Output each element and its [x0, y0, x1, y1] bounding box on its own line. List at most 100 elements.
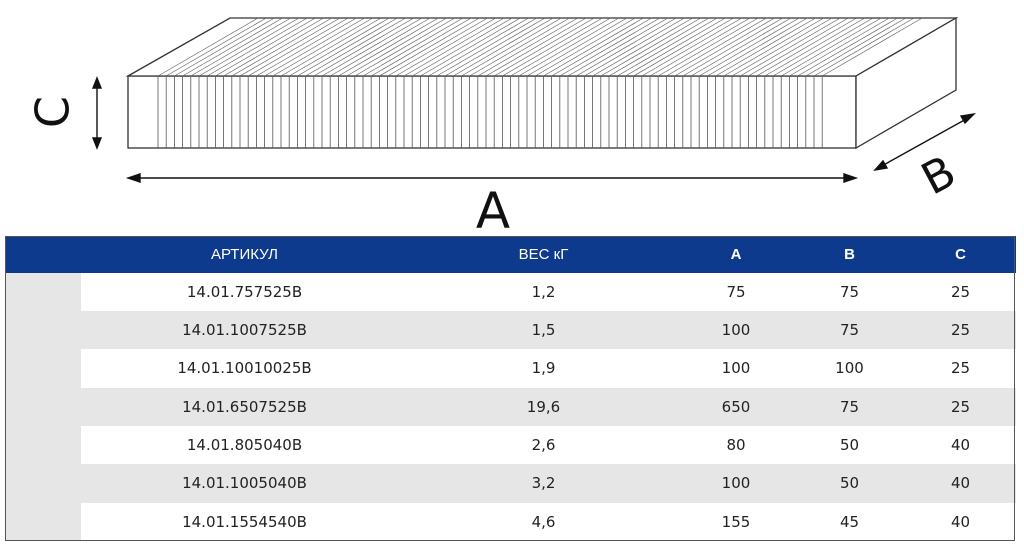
fin-line	[453, 17, 554, 77]
fin-line	[248, 17, 349, 77]
fin-line	[805, 17, 906, 77]
fin-line	[289, 17, 390, 77]
fin-line	[477, 17, 578, 77]
cell-weight: 1,5	[408, 310, 679, 350]
fin-line	[469, 17, 570, 77]
cell-b: 50	[793, 425, 906, 465]
fin-line	[789, 17, 890, 77]
fin-line	[174, 17, 275, 77]
cell-article: 14.01.6507525B	[80, 387, 409, 426]
fin-line	[198, 17, 300, 77]
cell-weight: 2,6	[408, 425, 679, 465]
fin-line	[658, 17, 759, 77]
fin-line	[207, 17, 308, 77]
fin-line	[707, 17, 808, 77]
fin-line	[715, 17, 816, 77]
dimension-a-arrow	[125, 173, 859, 183]
fin-line	[666, 17, 767, 77]
cell-a: 650	[678, 387, 794, 426]
header-spacer	[5, 236, 81, 273]
cell-article: 14.01.1007525B	[80, 310, 409, 350]
fin-line	[280, 17, 382, 77]
fin-line	[551, 17, 652, 77]
cell-b: 75	[793, 310, 906, 350]
fin-line	[682, 17, 783, 77]
fin-line	[748, 17, 849, 77]
cell-article: 14.01.757525B	[80, 272, 409, 311]
dimension-c-arrow	[91, 76, 103, 150]
cell-b: 75	[793, 387, 906, 426]
fin-line	[690, 17, 792, 77]
cell-a: 80	[678, 425, 794, 465]
fin-line	[649, 17, 751, 77]
fin-line	[272, 17, 373, 77]
fin-line	[395, 17, 496, 77]
table-header-row: АРТИКУЛ ВЕС кГ A B C	[5, 236, 1016, 273]
fin-line	[625, 17, 726, 77]
fin-line	[157, 17, 259, 77]
fin-line	[567, 17, 669, 77]
cell-b: 50	[793, 464, 906, 503]
fin-line	[403, 17, 505, 77]
fin-line	[502, 17, 603, 77]
fin-line	[608, 17, 710, 77]
fin-line	[723, 17, 824, 77]
fin-line	[576, 17, 677, 77]
fin-line	[781, 17, 882, 77]
fin-line	[436, 17, 537, 77]
fin-line	[371, 17, 472, 77]
dimension-a-label: A	[476, 182, 510, 236]
fin-line	[559, 17, 660, 77]
fin-line	[633, 17, 734, 77]
cell-c: 25	[905, 310, 1016, 350]
table-row: 14.01.10010025B 1,9 100 100 25	[6, 349, 1016, 388]
fin-line	[764, 17, 865, 77]
cell-c: 25	[905, 387, 1016, 426]
cell-article: 14.01.1005040B	[80, 464, 409, 503]
cell-a: 100	[678, 310, 794, 350]
fin-line	[239, 17, 341, 77]
fin-line	[305, 17, 406, 77]
fin-line	[674, 17, 775, 77]
fin-line	[584, 17, 685, 77]
specification-table: АРТИКУЛ ВЕС кГ A B C 14.01.757525B 1,2 7…	[5, 236, 1016, 541]
cell-article: 14.01.1554540B	[80, 502, 409, 541]
fin-line	[731, 17, 833, 77]
fin-line	[330, 17, 431, 77]
fin-line	[699, 17, 800, 77]
fin-line	[321, 17, 423, 77]
fin-line	[264, 17, 365, 77]
dimension-b-label: B	[914, 146, 965, 205]
fin-line	[166, 17, 267, 77]
table-row: 14.01.1005040B 3,2 100 50 40	[6, 464, 1016, 503]
fin-line	[354, 17, 455, 77]
dimension-c-label: C	[26, 96, 80, 128]
fin-line	[822, 17, 923, 77]
cell-weight: 19,6	[408, 387, 679, 426]
cell-article: 14.01.10010025B	[80, 349, 409, 388]
fin-line	[223, 17, 324, 77]
cell-a: 75	[678, 272, 794, 311]
cell-weight: 1,9	[408, 349, 679, 388]
product-dimension-diagram: C A B	[26, 16, 977, 236]
fin-line	[387, 17, 488, 77]
fin-line	[543, 17, 644, 77]
fin-line	[740, 17, 841, 77]
cell-article: 14.01.805040B	[80, 425, 409, 465]
fin-line	[813, 17, 915, 77]
table-row: 14.01.6507525B 19,6 650 75 25	[6, 387, 1016, 426]
cell-a: 100	[678, 464, 794, 503]
cell-a: 155	[678, 502, 794, 541]
dimension-b-arrow	[873, 112, 977, 172]
fin-line	[756, 17, 857, 77]
cell-c: 40	[905, 425, 1016, 465]
fin-line	[215, 17, 316, 77]
fin-line	[518, 17, 619, 77]
fin-line	[346, 17, 447, 77]
top-fins	[157, 17, 923, 77]
cell-c: 40	[905, 502, 1016, 541]
table-row: 14.01.1007525B 1,5 100 75 25	[6, 310, 1016, 350]
fin-line	[297, 17, 398, 77]
fin-line	[444, 17, 546, 77]
fin-line	[313, 17, 414, 77]
